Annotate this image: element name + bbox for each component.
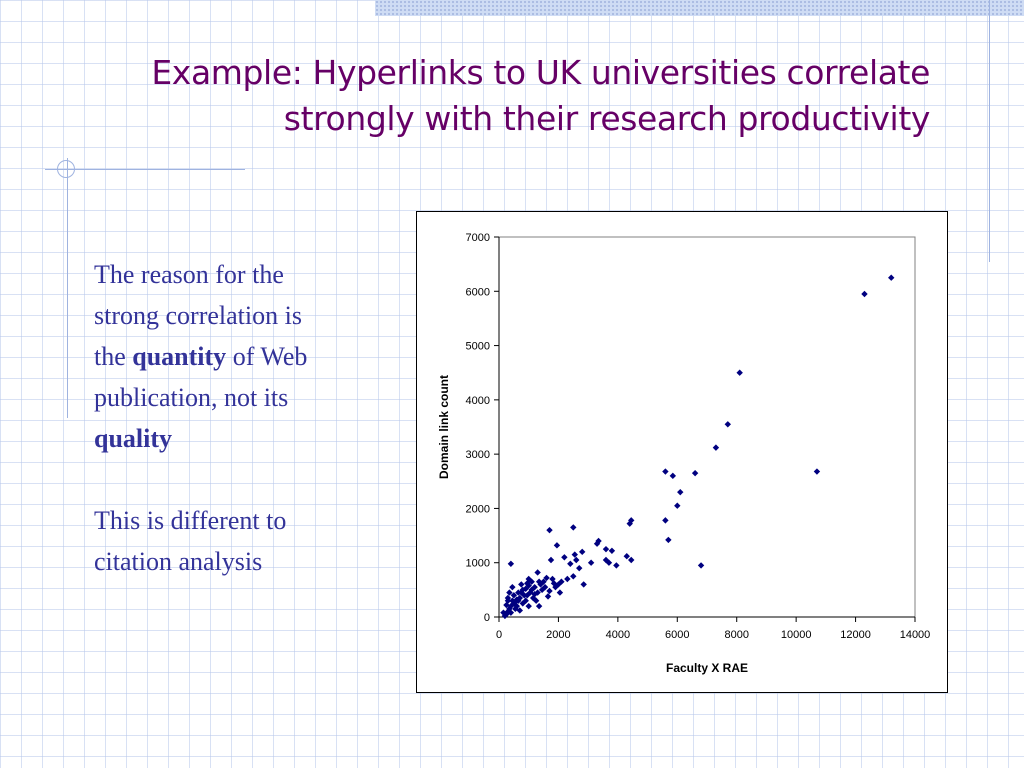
data-point <box>541 583 549 591</box>
decorative-corner-band <box>375 0 1024 16</box>
scatter-chart: 0 2000 4000 6000 8000 10000 12000 14000 0 1000 200… <box>416 211 948 693</box>
data-point <box>546 526 553 534</box>
data-point <box>550 580 558 587</box>
text-line: citation analysis <box>94 547 263 576</box>
decorative-right-line <box>989 0 990 262</box>
data-point <box>628 556 635 564</box>
data-point <box>564 575 571 583</box>
data-point <box>697 562 705 569</box>
decorative-circle <box>57 160 75 178</box>
y-tick-label: 1000 <box>466 558 490 570</box>
y-tick-label: 6000 <box>466 286 490 298</box>
data-point <box>529 594 537 602</box>
data-point <box>544 593 552 600</box>
x-tick-label: 8000 <box>724 629 748 641</box>
data-point <box>501 612 509 620</box>
body-text: The reason for the strong correlation is… <box>94 254 394 582</box>
data-point <box>861 290 868 298</box>
emphasis-quality: quality <box>94 424 173 453</box>
x-tick-label: 14000 <box>900 629 931 641</box>
data-point <box>549 575 556 583</box>
x-axis-label: Faculty X RAE <box>666 661 748 675</box>
data-point <box>522 585 529 592</box>
x-tick-label: 6000 <box>665 629 689 641</box>
y-tick-label: 2000 <box>466 503 490 515</box>
data-point <box>602 556 610 564</box>
data-point <box>534 569 541 576</box>
x-tick-label: 12000 <box>840 629 871 641</box>
text-line: This is different to <box>94 506 287 535</box>
paragraph-gap <box>94 459 394 500</box>
scatter-plot-svg: 0 2000 4000 6000 8000 10000 12000 14000 0 1000 200… <box>437 232 931 675</box>
y-tick-label: 5000 <box>466 341 490 353</box>
data-point <box>813 468 821 475</box>
slide-title: Example: Hyperlinks to UK universities c… <box>60 50 930 142</box>
y-axis-label: Domain link count <box>437 375 451 479</box>
data-point <box>522 597 529 604</box>
data-point <box>504 608 512 615</box>
x-tick-label: 0 <box>496 629 502 641</box>
data-point <box>602 545 610 553</box>
data-point <box>547 556 555 564</box>
x-tick-label: 10000 <box>781 629 812 641</box>
text-line: The reason for the <box>94 260 284 289</box>
text-line: of Web <box>226 342 308 371</box>
data-point <box>691 469 699 477</box>
data-point <box>595 537 602 545</box>
paragraph-reason: The reason for the strong correlation is… <box>94 254 394 459</box>
emphasis-quantity: quantity <box>132 342 227 371</box>
paragraph-citation: This is different to citation analysis <box>94 500 394 582</box>
y-tick-label: 7000 <box>466 232 490 244</box>
text-line: the <box>94 342 133 371</box>
plot-area <box>498 236 916 618</box>
data-point <box>543 574 550 582</box>
slide-title-line-2: strongly with their research productivit… <box>283 99 931 138</box>
data-point <box>516 594 523 602</box>
y-tick-label: 3000 <box>466 449 490 461</box>
text-line: strong correlation is <box>94 301 302 330</box>
x-tick-label: 2000 <box>546 629 570 641</box>
slide-title-line-1: Example: Hyperlinks to UK universities c… <box>151 53 930 92</box>
decorative-horizontal-line <box>45 169 245 170</box>
y-tick-label: 4000 <box>466 395 490 407</box>
y-tick-label: 0 <box>484 612 490 624</box>
data-point <box>546 587 553 595</box>
decorative-vertical-line <box>67 158 68 418</box>
x-tick-label: 4000 <box>606 629 630 641</box>
data-point <box>525 575 532 583</box>
text-line: publication, not its <box>94 383 289 412</box>
data-point <box>573 556 580 564</box>
